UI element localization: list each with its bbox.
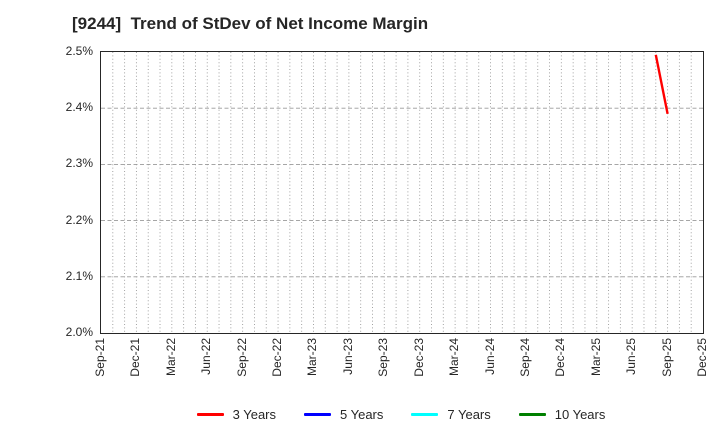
series-line-3-years: [654, 54, 669, 115]
y-tick-label: 2.3%: [65, 156, 93, 171]
x-tick-label: Dec-22: [270, 338, 285, 377]
legend-swatch-10-years: [518, 412, 546, 416]
legend-item-7-years: 7 Years: [411, 406, 491, 422]
x-tick-label: Jun-24: [482, 338, 497, 375]
legend-label-10-years: 10 Years: [554, 406, 606, 422]
x-tick-label: Sep-24: [517, 338, 532, 377]
x-tick-label: Mar-23: [305, 338, 320, 377]
y-tick-label: 2.4%: [65, 100, 93, 115]
legend-label-5-years: 5 Years: [340, 406, 384, 422]
legend-item-5-years: 5 Years: [304, 407, 383, 422]
x-tick-label: Dec-25: [695, 338, 709, 377]
legend-swatch-5-years: [304, 412, 331, 416]
x-tick-label: Sep-22: [234, 338, 249, 377]
legend-swatch-3-years: [196, 412, 224, 416]
chart-title: [9244] Trend of StDev of Net Income Marg…: [72, 14, 429, 33]
x-tick-label: Sep-23: [376, 338, 391, 377]
x-tick-label: Sep-21: [93, 338, 107, 377]
legend-label-7-years: 7 Years: [447, 406, 491, 422]
legend-label-3-years: 3 Years: [232, 406, 276, 422]
x-tick-label: Mar-24: [447, 338, 462, 377]
y-tick-label: 2.5%: [65, 44, 93, 58]
plot-area: [100, 51, 704, 334]
x-tick-label: Jun-23: [340, 338, 355, 375]
x-tick-label: Mar-22: [163, 338, 178, 377]
legend-item-10-years: 10 Years: [518, 406, 606, 422]
y-tick-label: 2.1%: [65, 268, 93, 283]
x-tick-label: Jun-22: [199, 338, 214, 375]
x-tick-label: Jun-25: [624, 338, 639, 375]
y-tick-label: 2.2%: [65, 212, 93, 227]
chart-canvas: [101, 52, 703, 333]
legend: 3 Years 5 Years 7 Years 10 Years: [100, 403, 702, 425]
x-tick-label: Dec-21: [128, 338, 143, 377]
y-tick-label: 2.0%: [65, 325, 93, 339]
x-tick-label: Sep-25: [659, 338, 674, 377]
x-tick-label: Dec-23: [411, 338, 426, 377]
x-tick-label: Dec-24: [553, 338, 568, 377]
x-tick-label: Mar-25: [588, 338, 603, 377]
legend-swatch-7-years: [411, 412, 439, 416]
legend-item-3-years: 3 Years: [196, 406, 276, 422]
